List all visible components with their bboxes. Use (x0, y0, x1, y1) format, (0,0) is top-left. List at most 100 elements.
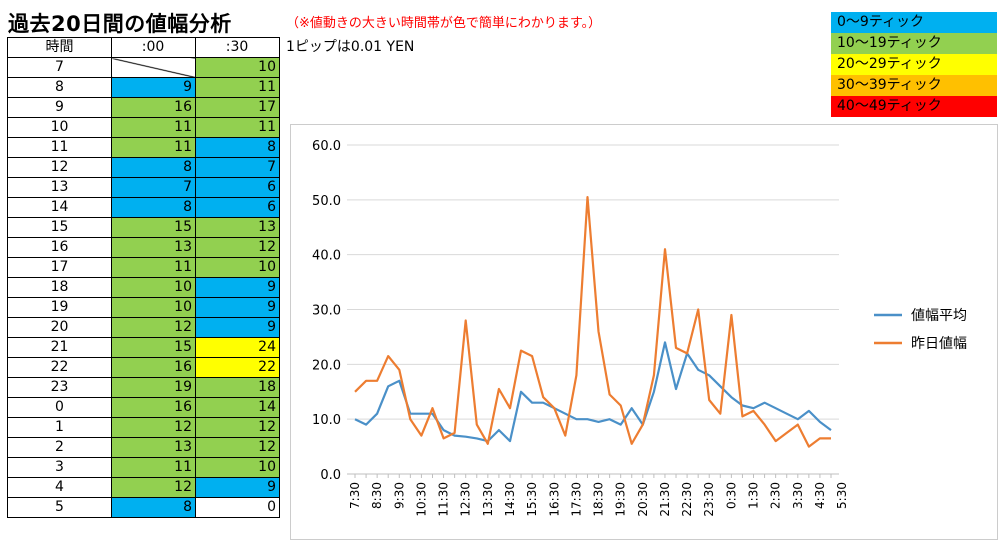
value-cell-30: 9 (195, 477, 280, 498)
value-cell-30: 12 (195, 237, 280, 258)
hour-cell: 18 (7, 277, 112, 298)
value-cell-00: 16 (111, 397, 196, 418)
value-cell-00: 7 (111, 177, 196, 198)
x-tick-label: 22:30 (680, 482, 694, 517)
hour-cell: 7 (7, 57, 112, 78)
hour-cell: 9 (7, 97, 112, 118)
value-cell-30: 17 (195, 97, 280, 118)
hour-cell: 19 (7, 297, 112, 318)
table-row: 13 7 6 (7, 177, 280, 198)
hour-cell: 21 (7, 337, 112, 358)
value-cell-00: 13 (111, 437, 196, 458)
table-row: 11 11 8 (7, 137, 280, 158)
hour-cell: 22 (7, 357, 112, 378)
table-row: 22 16 22 (7, 357, 280, 378)
table-row: 18 10 9 (7, 277, 280, 298)
x-tick-label: 7:30 (348, 482, 362, 509)
x-tick-label: 8:30 (370, 482, 384, 509)
x-tick-label: 17:30 (569, 482, 583, 517)
value-cell-00: 12 (111, 477, 196, 498)
value-cell-00: 15 (111, 337, 196, 358)
hour-cell: 0 (7, 397, 112, 418)
value-cell-30: 6 (195, 177, 280, 198)
hour-cell: 14 (7, 197, 112, 218)
value-cell-30: 13 (195, 217, 280, 238)
y-tick-label: 50.0 (312, 194, 341, 209)
value-cell-30: 14 (195, 397, 280, 418)
x-tick-label: 13:30 (481, 482, 495, 517)
hour-cell: 1 (7, 417, 112, 438)
value-cell-00 (111, 57, 196, 78)
value-cell-30: 9 (195, 277, 280, 298)
header-00: :00 (111, 37, 196, 58)
value-cell-30: 10 (195, 257, 280, 278)
x-tick-label: 16:30 (547, 482, 561, 517)
value-cell-30: 7 (195, 157, 280, 178)
hour-cell: 3 (7, 457, 112, 478)
value-cell-30: 24 (195, 337, 280, 358)
table-row: 0 16 14 (7, 397, 280, 418)
x-tick-label: 9:30 (392, 482, 406, 509)
value-cell-00: 19 (111, 377, 196, 398)
x-tick-label: 5:30 (835, 482, 849, 509)
page-title: 過去20日間の値幅分析 (8, 12, 232, 36)
color-note: （※値動きの大きい時間帯が色で簡単にわかります。） (286, 16, 602, 31)
value-cell-00: 11 (111, 117, 196, 138)
value-cell-00: 10 (111, 277, 196, 298)
table-row: 17 11 10 (7, 257, 280, 278)
hour-cell: 15 (7, 217, 112, 238)
table-row: 7 10 (7, 57, 280, 78)
value-cell-30: 8 (195, 137, 280, 158)
table-row: 21 15 24 (7, 337, 280, 358)
table-row: 3 11 10 (7, 457, 280, 478)
hour-cell: 5 (7, 497, 112, 518)
x-tick-label: 15:30 (525, 482, 539, 517)
value-cell-00: 16 (111, 97, 196, 118)
table-row: 14 8 6 (7, 197, 280, 218)
header-hour: 時間 (7, 37, 112, 58)
x-tick-label: 11:30 (437, 482, 451, 517)
x-tick-label: 21:30 (658, 482, 672, 517)
legend-box-1: 10～19ティック (831, 33, 997, 54)
x-tick-label: 19:30 (614, 482, 628, 517)
value-cell-30: 9 (195, 317, 280, 338)
y-tick-label: 20.0 (312, 358, 341, 373)
x-tick-label: 10:30 (414, 482, 428, 517)
x-tick-label: 3:30 (791, 482, 805, 509)
table-row: 19 10 9 (7, 297, 280, 318)
x-tick-label: 20:30 (636, 482, 650, 517)
series-line-yesterday (354, 195, 831, 448)
hour-cell: 11 (7, 137, 112, 158)
value-cell-00: 12 (111, 417, 196, 438)
header-30: :30 (195, 37, 280, 58)
hour-cell: 4 (7, 477, 112, 498)
x-tick-label: 1:30 (747, 482, 761, 509)
legend-box-4: 40～49ティック (831, 96, 997, 117)
hour-cell: 2 (7, 437, 112, 458)
table-row: 15 15 13 (7, 217, 280, 238)
value-cell-30: 12 (195, 437, 280, 458)
color-legend: 0～9ティック 10～19ティック 20～29ティック 30～39ティック 40～49テ… (831, 12, 997, 117)
value-cell-30: 11 (195, 77, 280, 98)
value-cell-00: 11 (111, 137, 196, 158)
y-tick-label: 40.0 (312, 249, 341, 264)
value-cell-00: 12 (111, 317, 196, 338)
table-row: 2 13 12 (7, 437, 280, 458)
table-row: 23 19 18 (7, 377, 280, 398)
value-cell-30: 0 (195, 497, 280, 518)
value-cell-30: 6 (195, 197, 280, 218)
y-tick-label: 10.0 (312, 413, 341, 428)
value-cell-00: 11 (111, 257, 196, 278)
legend-box-2: 20～29ティック (831, 54, 997, 75)
x-tick-label: 12:30 (459, 482, 473, 517)
value-cell-00: 9 (111, 77, 196, 98)
series-line-avg (354, 341, 832, 443)
hour-cell: 13 (7, 177, 112, 198)
value-cell-30: 22 (195, 357, 280, 378)
value-cell-30: 10 (195, 57, 280, 78)
value-cell-30: 10 (195, 457, 280, 478)
table-row: 4 12 9 (7, 477, 280, 498)
table-row: 12 8 7 (7, 157, 280, 178)
value-cell-00: 8 (111, 157, 196, 178)
